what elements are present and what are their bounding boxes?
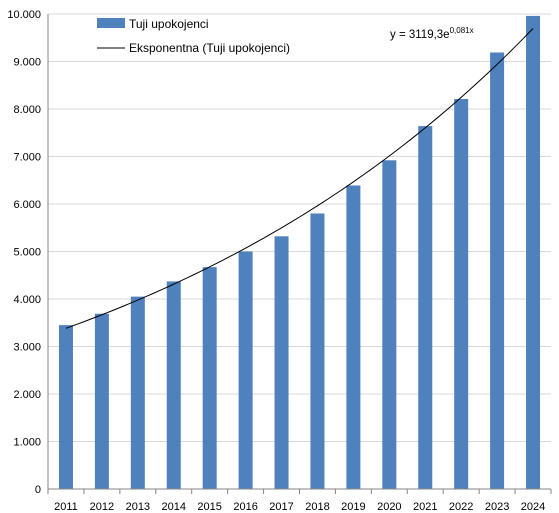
legend-label-trendline: Eksponentna (Tuji upokojenci): [129, 41, 290, 55]
bar: [274, 236, 289, 489]
x-tick-label: 2016: [233, 501, 257, 513]
x-tick-labels: 2011 2012 2013 2014 2015 2016 2017 2018 2019 2020…: [54, 501, 545, 513]
bar: [346, 185, 361, 489]
bar: [310, 213, 325, 489]
y-tick-label: 5.000: [13, 247, 41, 259]
x-tick-label: 2024: [521, 501, 545, 513]
x-tick-label: 2019: [341, 501, 365, 513]
x-tick-label: 2022: [449, 501, 473, 513]
x-tick-label: 2021: [413, 501, 437, 513]
y-tick-label: 10.000: [7, 9, 41, 21]
x-tick-label: 2011: [54, 501, 78, 513]
y-tick-label: 6.000: [13, 199, 41, 211]
x-tick-label: 2017: [269, 501, 293, 513]
y-tick-label: 8.000: [13, 104, 41, 116]
legend-label-bar: Tuji upokojenci: [129, 17, 209, 31]
x-tick-label: 2018: [305, 501, 329, 513]
bar: [202, 267, 217, 489]
trendline: [65, 28, 534, 329]
x-ticks: [47, 489, 552, 494]
gridlines: [48, 13, 551, 442]
y-tick-label: 3.000: [13, 342, 41, 354]
bar: [382, 160, 397, 490]
trendline-equation-base: y = 3119,3e: [390, 29, 450, 41]
trendline-equation-exponent: 0,081x: [450, 26, 474, 35]
y-tick-labels: 0 1.000 2.000 3.000 4.000 5.000 6.000 7.000 8.00…: [7, 9, 41, 496]
x-tick-label: 2020: [377, 501, 401, 513]
bar: [238, 251, 253, 489]
x-tick-label: 2014: [162, 501, 186, 513]
bar: [490, 52, 505, 489]
x-tick-label: 2012: [90, 501, 114, 513]
legend: Tuji upokojenci Eksponentna (Tuji upokoj…: [97, 17, 290, 55]
y-tick-label: 2.000: [13, 389, 41, 401]
bar: [58, 325, 73, 489]
bar: [166, 281, 181, 489]
trendline-equation: y = 3119,3e0,081x: [390, 26, 474, 41]
legend-swatch-bar: [97, 18, 125, 28]
bars: [58, 15, 541, 490]
y-tick-label: 1.000: [13, 437, 41, 449]
bar: [454, 99, 469, 490]
bar: [94, 313, 109, 489]
y-tick-label: 7.000: [13, 152, 41, 164]
bar: [418, 126, 433, 489]
bar: [130, 296, 145, 489]
bar: [526, 15, 541, 490]
x-tick-label: 2015: [197, 501, 221, 513]
y-tick-label: 9.000: [13, 57, 41, 69]
y-tick-label: 0: [35, 484, 41, 496]
y-tick-label: 4.000: [13, 294, 41, 306]
x-tick-label: 2023: [485, 501, 509, 513]
x-tick-label: 2013: [126, 501, 150, 513]
